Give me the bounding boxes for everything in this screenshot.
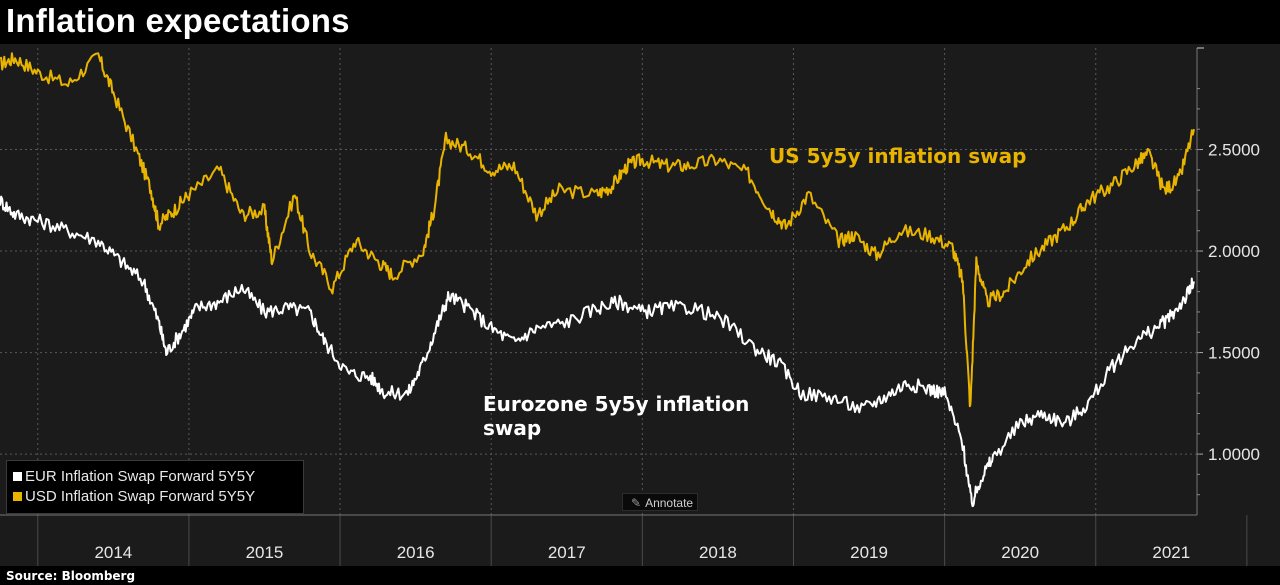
x-tick-label-2018: 2018 (699, 543, 737, 562)
annotate-button[interactable]: ✎ Annotate (622, 493, 698, 511)
x-tick-label-2020: 2020 (1001, 543, 1039, 562)
x-tick-label-2016: 2016 (397, 543, 435, 562)
y-tick-label-2.5000: 2.5000 (1208, 141, 1260, 160)
legend-swatch-usd (13, 492, 22, 501)
annotation-eurozone-label: Eurozone 5y5y inflation swap (483, 392, 749, 440)
legend-item-usd: USD Inflation Swap Forward 5Y5Y (13, 488, 255, 506)
series-line-eur (0, 195, 1195, 508)
legend-item-eur: EUR Inflation Swap Forward 5Y5Y (13, 468, 255, 486)
legend-label-usd: USD Inflation Swap Forward 5Y5Y (25, 488, 256, 505)
legend: EUR Inflation Swap Forward 5Y5Y USD Infl… (6, 460, 304, 514)
legend-swatch-eur (13, 472, 22, 481)
annotate-label: Annotate (645, 496, 694, 510)
chart-title: Inflation expectations (6, 2, 350, 39)
x-tick-label-2014: 2014 (94, 543, 132, 562)
y-tick-label-1.5000: 1.5000 (1208, 344, 1260, 363)
y-tick-label-2.0000: 2.0000 (1208, 242, 1260, 261)
annotation-us-label: US 5y5y inflation swap (769, 144, 1026, 168)
x-tick-label-2021: 2021 (1152, 543, 1190, 562)
x-tick-label-2015: 2015 (246, 543, 284, 562)
pencil-icon: ✎ (631, 496, 642, 510)
source-note: Source: Bloomberg (6, 569, 136, 583)
legend-label-eur: EUR Inflation Swap Forward 5Y5Y (25, 468, 256, 485)
y-tick-label-1.0000: 1.0000 (1208, 445, 1260, 464)
x-tick-label-2019: 2019 (850, 543, 888, 562)
x-tick-label-2017: 2017 (548, 543, 586, 562)
series-line-usd (0, 52, 1195, 408)
